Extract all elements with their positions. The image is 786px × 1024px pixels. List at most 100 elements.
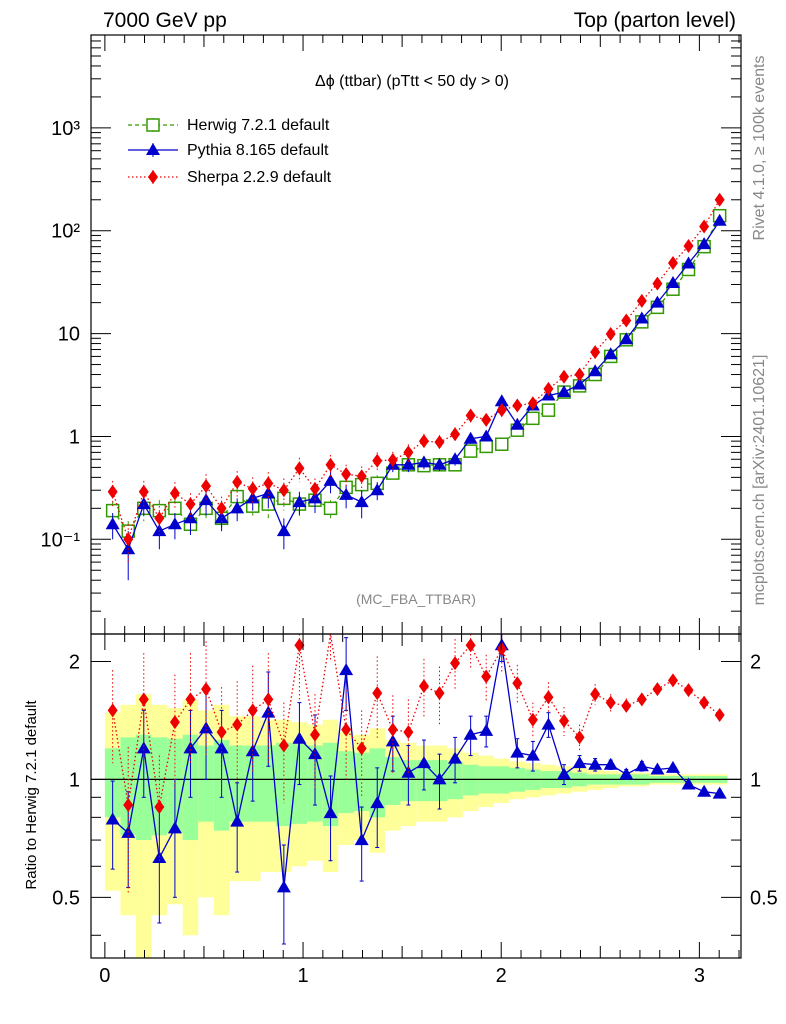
ratio-point-pythia — [323, 806, 338, 819]
data-point-pythia — [307, 491, 322, 504]
data-point-sherpa — [232, 475, 243, 490]
legend-marker-pythia — [146, 143, 160, 155]
plot-title: Δϕ (ttbar) (pTtt < 50 dy > 0) — [315, 73, 509, 90]
ratio-point-pythia — [416, 756, 431, 769]
legend-label-sherpa: Sherpa 2.2.9 default — [187, 169, 332, 186]
data-point-herwig — [463, 444, 478, 458]
data-point-sherpa — [652, 276, 663, 291]
data-point-sherpa — [450, 427, 461, 442]
data-point-pythia — [619, 332, 634, 345]
data-point-sherpa — [154, 511, 165, 526]
y-tick-label-ratio-left: 2 — [69, 651, 80, 673]
data-point-sherpa — [278, 483, 289, 498]
header-collision-label: 7000 GeV pp — [103, 9, 227, 32]
data-point-pythia — [603, 347, 618, 360]
ratio-point-sherpa — [169, 715, 180, 730]
legend-marker-sherpa — [148, 170, 158, 184]
legend-label-pythia: Pythia 8.165 default — [187, 142, 329, 159]
ratio-point-sherpa — [636, 692, 647, 707]
data-point-sherpa — [325, 457, 336, 472]
ratio-point-sherpa — [387, 722, 398, 737]
data-point-sherpa — [512, 398, 523, 413]
ratio-point-sherpa — [496, 642, 507, 657]
ratio-point-pythia — [136, 741, 151, 754]
data-point-sherpa — [201, 478, 212, 493]
ratio-point-sherpa — [278, 738, 289, 753]
ratio-point-sherpa — [185, 692, 196, 707]
data-point-sherpa — [667, 256, 678, 271]
ratio-point-pythia — [619, 767, 634, 780]
data-point-sherpa — [683, 239, 694, 254]
data-point-sherpa — [636, 293, 647, 308]
data-point-sherpa — [372, 453, 383, 468]
data-point-pythia — [401, 457, 416, 470]
ratio-point-sherpa — [341, 722, 352, 737]
y-tick-label-ratio-right: 1 — [750, 769, 761, 791]
data-point-herwig — [541, 403, 556, 417]
ratio-point-sherpa — [574, 730, 585, 745]
data-point-pythia — [557, 385, 572, 398]
series-line-pythia — [112, 220, 721, 551]
data-point-sherpa — [107, 484, 118, 499]
data-point-pythia — [572, 377, 587, 390]
ratio-point-pythia — [354, 833, 369, 846]
data-point-pythia — [448, 452, 463, 465]
ratio-y-axis-label: Ratio to Herwig 7.2.1 default — [23, 700, 40, 890]
data-point-sherpa — [434, 435, 445, 450]
ratio-point-pythia — [183, 741, 198, 754]
mcplots-label: mcplots.cern.ch [arXiv:2401.10621] — [751, 355, 768, 606]
ratio-plot-frame — [90, 633, 742, 959]
data-point-pythia — [167, 517, 182, 530]
data-point-pythia — [152, 524, 167, 537]
data-point-sherpa — [309, 481, 320, 496]
ratio-point-sherpa — [294, 638, 305, 653]
data-point-sherpa — [216, 501, 227, 516]
data-point-sherpa — [714, 192, 725, 207]
ratio-point-sherpa — [481, 669, 492, 684]
data-point-sherpa — [169, 486, 180, 501]
uncertainty-band-inner — [198, 745, 214, 822]
data-point-sherpa — [138, 484, 149, 499]
legend-entry-herwig: Herwig 7.2.1 default — [128, 117, 330, 134]
data-point-herwig — [479, 439, 493, 454]
ratio-point-sherpa — [543, 690, 554, 705]
y-tick-label-ratio-right: 2 — [750, 651, 761, 673]
data-point-sherpa — [621, 313, 632, 328]
data-point-pythia — [136, 497, 151, 510]
ratio-point-pythia — [199, 721, 214, 734]
uncertainty-band-inner — [151, 737, 168, 836]
data-point-pythia — [276, 524, 291, 537]
data-point-pythia — [105, 517, 120, 530]
data-point-sherpa — [185, 497, 196, 512]
x-tick-label: 2 — [496, 965, 507, 987]
x-tick-label: 3 — [694, 965, 705, 987]
data-point-pythia — [245, 491, 260, 504]
ratio-point-sherpa — [372, 686, 383, 701]
uncertainty-band-inner — [385, 757, 401, 806]
data-point-sherpa — [559, 369, 570, 384]
ratio-point-pythia — [634, 759, 649, 772]
data-point-sherpa — [123, 532, 134, 547]
main-plot: 10⁻¹ 1 10 10² 10³ Δϕ (ttbar) (pTtt < 50 dy >… — [41, 34, 742, 635]
ratio-point-sherpa — [138, 692, 149, 707]
data-point-sherpa — [574, 367, 585, 382]
data-point-herwig — [495, 437, 509, 451]
ratio-point-pythia — [167, 821, 182, 834]
ratio-point-sherpa — [263, 692, 274, 707]
data-point-pythia — [416, 455, 431, 468]
ratio-point-pythia — [292, 731, 307, 744]
ratio-point-sherpa — [403, 725, 414, 740]
ratio-point-sherpa — [356, 741, 367, 756]
data-point-pythia — [634, 311, 649, 324]
data-point-pythia — [494, 394, 509, 407]
ratio-point-pythia — [697, 784, 712, 797]
ratio-point-pythia — [650, 762, 665, 775]
legend-entry-pythia: Pythia 8.165 default — [128, 142, 329, 159]
ratio-point-pythia — [557, 767, 572, 780]
data-point-sherpa — [387, 453, 398, 468]
data-point-sherpa — [356, 469, 367, 484]
data-point-pythia — [230, 501, 245, 514]
ratio-point-sherpa — [683, 683, 694, 698]
ratio-point-sherpa — [309, 727, 320, 742]
